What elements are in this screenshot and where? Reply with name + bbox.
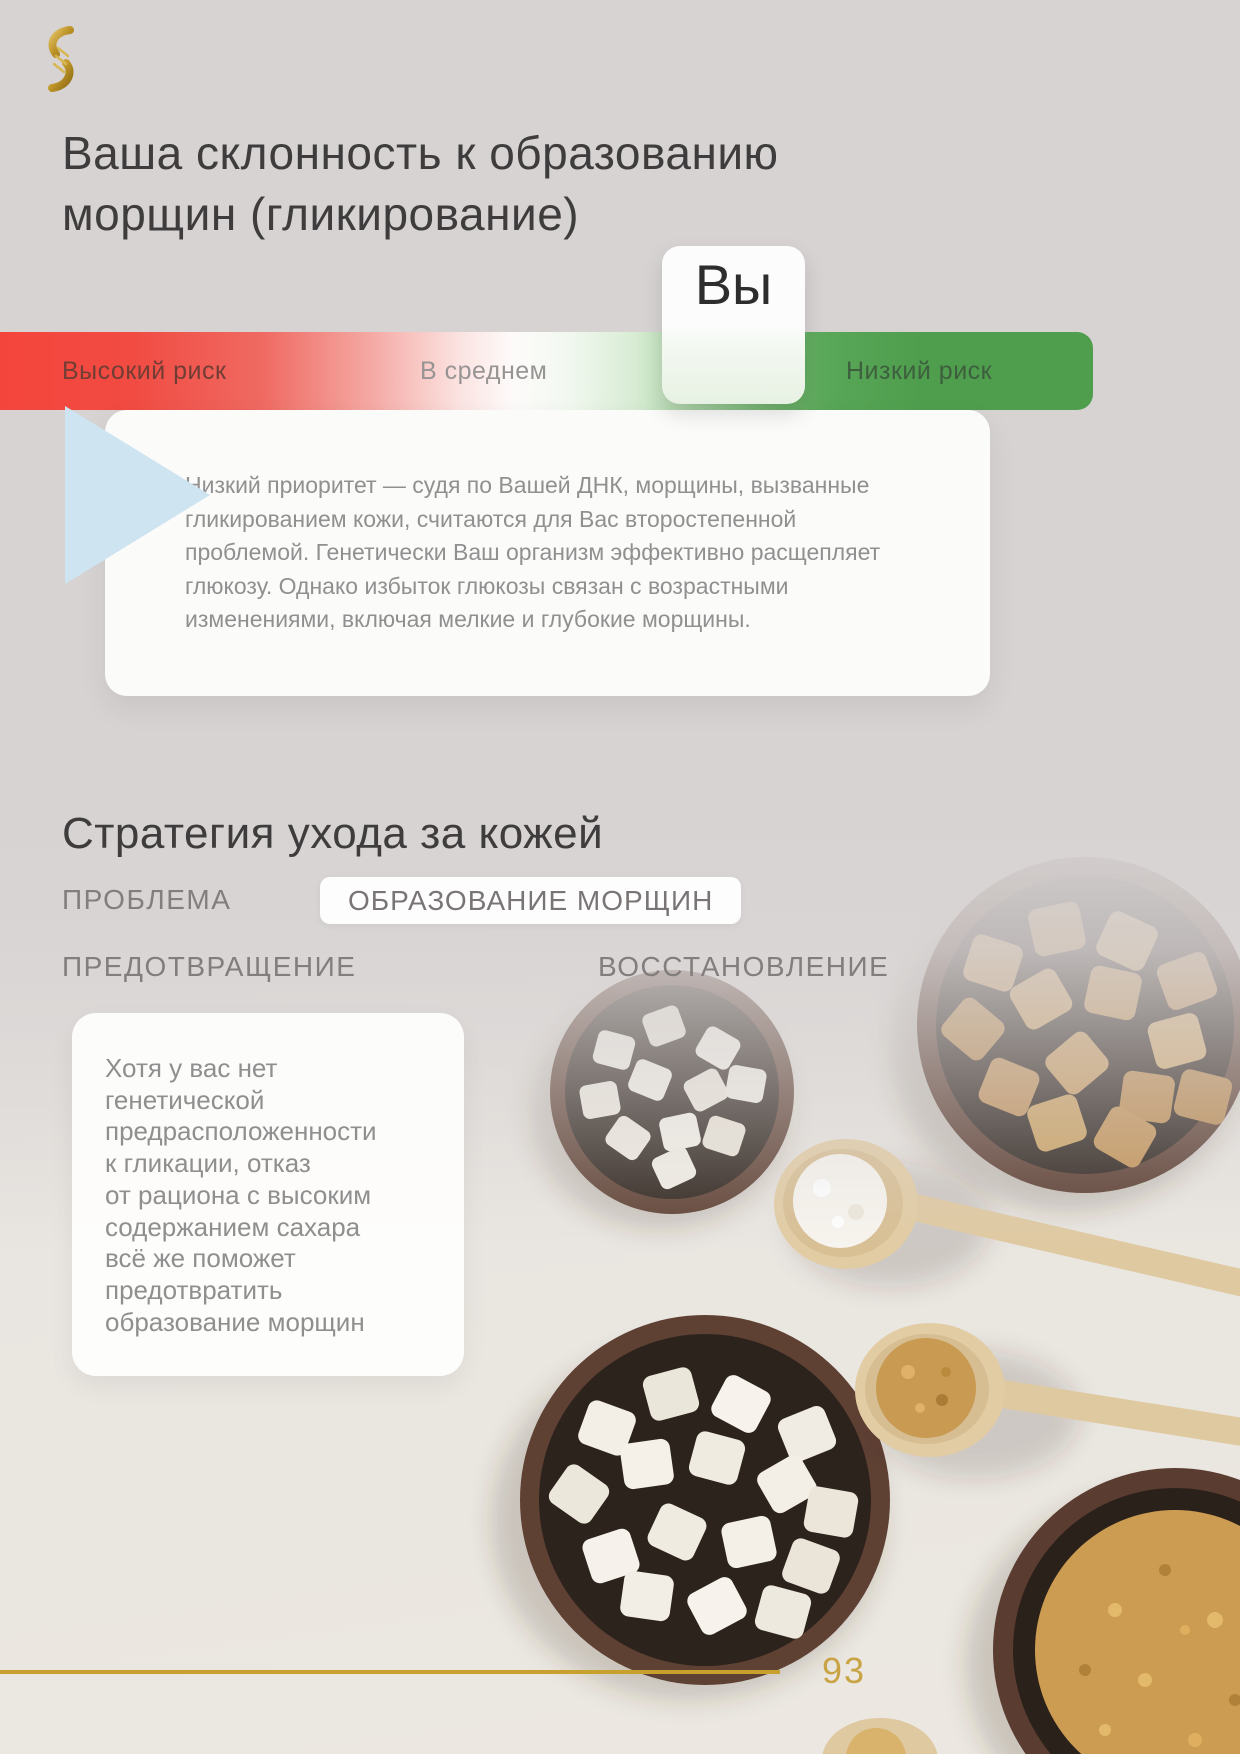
you-marker-label: Вы (694, 253, 773, 316)
problem-label: ПРОБЛЕМА (62, 884, 232, 915)
prevention-column-header: ПРЕДОТВРАЩЕНИЕ (62, 951, 357, 982)
page-title: Ваша склонность к образованию морщин (гл… (62, 126, 779, 240)
pointer-triangle (65, 406, 210, 584)
strategy-section-title: Стратегия ухода за кожей (62, 808, 604, 858)
spoon-bottom-partial (822, 1718, 938, 1754)
prevention-advice-text: Хотя у вас нет генетической предрасполож… (105, 1053, 377, 1337)
risk-gradient-bar: Высокий риск В среднем Низкий риск (0, 332, 1093, 410)
dna-result-text: Низкий приоритет — судя по Вашей ДНК, мо… (185, 472, 881, 633)
problem-value-badge: ОБРАЗОВАНИЕ МОРЩИН (320, 877, 742, 924)
gold-dna-logo-icon (48, 26, 74, 92)
bowl-brown-sugar-cubes (890, 857, 1240, 1210)
dna-result-card: Низкий приоритет — судя по Вашей ДНК, мо… (105, 410, 990, 696)
prevention-advice-card: Хотя у вас нет генетической предрасполож… (72, 1013, 464, 1377)
bowl-brown-sugar-granulated (966, 1468, 1240, 1754)
low-risk-label: Низкий риск (846, 356, 993, 385)
restoration-column-header: ВОССТАНОВЛЕНИЕ (598, 951, 890, 982)
bowl-white-sugar-middle (530, 970, 794, 1228)
page-number: 93 (822, 1650, 867, 1691)
spoon-brown-sugar (855, 1323, 1240, 1479)
bowl-white-sugar-bottom (492, 1315, 890, 1700)
average-risk-label: В среднем (420, 356, 548, 385)
high-risk-label: Высокий риск (62, 356, 227, 385)
footer-accent-line (0, 1670, 780, 1674)
you-position-marker: Вы (662, 246, 805, 404)
